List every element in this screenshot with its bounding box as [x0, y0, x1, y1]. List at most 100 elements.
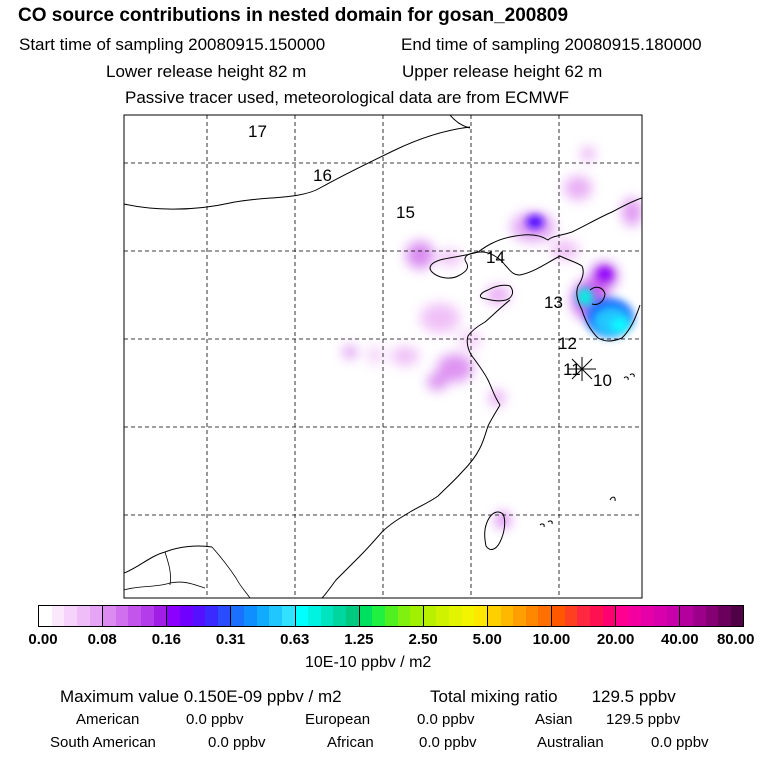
colorbar-segment	[666, 606, 680, 626]
colorbar-segment	[615, 606, 629, 626]
colorbar-segment	[217, 606, 231, 626]
colorbar-segment	[39, 606, 52, 626]
colorbar-segment	[346, 606, 359, 626]
lat-lon-grid	[124, 115, 642, 598]
lower-release-height: Lower release height 82 m	[106, 62, 307, 81]
colorbar-tick-label: 40.00	[661, 631, 699, 648]
colorbar-segment	[474, 606, 487, 626]
colorbar-segment	[577, 606, 590, 626]
map-frame	[123, 114, 643, 599]
colorbar-segment	[372, 606, 385, 626]
sampling-start-time: Start time of sampling 20080915.150000	[19, 35, 326, 54]
colorbar-segment	[294, 606, 309, 626]
colorbar-segment	[436, 606, 449, 626]
total-mixing-label: Total mixing ratio	[430, 687, 558, 706]
colorbar-segment	[718, 606, 731, 626]
sampling-end-time: End time of sampling 20080915.180000	[401, 35, 702, 54]
colorbar-units: 10E-10 ppbv / m2	[305, 654, 432, 671]
colorbar-segment	[730, 606, 744, 626]
trajectory-label: 15	[396, 203, 415, 222]
colorbar-tick-label: 5.00	[472, 631, 502, 648]
plot-title: CO source contributions in nested domain…	[18, 5, 569, 26]
colorbar-segment	[461, 606, 475, 626]
tracer-note: Passive tracer used, meteorological data…	[125, 88, 570, 107]
region-label-australian: Australian	[537, 734, 604, 751]
region-label-european: European	[305, 711, 371, 728]
colorbar-segment	[333, 606, 346, 626]
colorbar-segment	[486, 606, 501, 626]
colorbar-segment	[692, 606, 706, 626]
maximum-value: Maximum value 0.150E-09 ppbv / m2	[60, 687, 342, 706]
colorbar-segment	[89, 606, 103, 626]
colorbar-segment	[269, 606, 282, 626]
colorbar-segment	[256, 606, 270, 626]
region-value-african: 0.0 ppbv	[419, 734, 477, 751]
country-borders	[124, 546, 251, 598]
trajectory-label: 17	[248, 122, 267, 141]
region-label-american: American	[76, 711, 140, 728]
colorbar-segment	[308, 606, 321, 626]
colorbar-segment	[641, 606, 654, 626]
trajectory-label: 13	[544, 293, 563, 312]
colorbar-segment	[115, 606, 129, 626]
colorbar-tick-label: 0.16	[151, 631, 181, 648]
colorbar-segment	[500, 606, 514, 626]
region-value-european: 0.0 ppbv	[417, 711, 475, 728]
colorbar-segment	[449, 606, 462, 626]
colorbar-segment	[410, 606, 423, 626]
colorbar-segment	[628, 606, 642, 626]
trajectory-label: 12	[558, 334, 577, 353]
total-mixing-value: 129.5 ppbv	[591, 687, 676, 706]
colorbar-segment	[64, 606, 77, 626]
colorbar-tick-label: 80.00	[716, 631, 755, 648]
region-value-american: 0.0 ppbv	[186, 711, 244, 728]
colorbar-segment	[281, 606, 295, 626]
colorbar-segment	[705, 606, 719, 626]
colorbar-segment	[128, 606, 141, 626]
colorbar-tick-label: 2.50	[408, 631, 438, 648]
region-value-australian: 0.0 ppbv	[651, 734, 709, 751]
colorbar-segment	[384, 606, 398, 626]
sampling-site-marker	[568, 357, 596, 381]
colorbar-segment	[244, 606, 257, 626]
trajectory-label: 10	[593, 371, 612, 390]
colorbar-tick-label: 20.00	[596, 631, 635, 648]
region-value-asian: 129.5 ppbv	[606, 711, 681, 728]
colorbar-segment	[589, 606, 603, 626]
trajectory-labels: 17 16 15 14 13 12 11 10	[248, 122, 612, 390]
upper-release-height: Upper release height 62 m	[402, 62, 603, 81]
colorbar	[38, 605, 744, 627]
trajectory-label: 16	[313, 166, 332, 185]
colorbar-segment	[513, 606, 526, 626]
colorbar-segment	[525, 606, 539, 626]
coastlines	[124, 115, 642, 598]
trajectory-label: 14	[486, 248, 505, 267]
region-label-asian: Asian	[535, 711, 573, 728]
concentration-field	[343, 147, 642, 528]
colorbar-segment	[602, 606, 616, 626]
colorbar-tick-label: 0.31	[215, 631, 246, 648]
colorbar-tick-label: 10.00	[532, 631, 571, 648]
colorbar-tick-label: 0.08	[87, 631, 117, 648]
colorbar-segment	[654, 606, 667, 626]
colorbar-segment	[141, 606, 154, 626]
region-value-south-american: 0.0 ppbv	[208, 734, 266, 751]
region-label-south-american: South American	[50, 734, 156, 751]
colorbar-segment	[551, 606, 565, 626]
colorbar-segment	[192, 606, 206, 626]
colorbar-tick-label: 0.00	[28, 631, 58, 648]
colorbar-tick-label: 0.63	[280, 631, 310, 648]
colorbar-segment	[179, 606, 193, 626]
total-mixing-ratio: Total mixing ratio 129.5 ppbv	[430, 688, 676, 705]
colorbar-segment	[76, 606, 90, 626]
colorbar-segment	[51, 606, 65, 626]
region-label-african: African	[327, 734, 374, 751]
colorbar-segment	[358, 606, 373, 626]
colorbar-segment	[538, 606, 551, 626]
colorbar-segment	[205, 606, 218, 626]
colorbar-segment	[230, 606, 244, 626]
colorbar-segment	[153, 606, 167, 626]
colorbar-segment	[166, 606, 180, 626]
colorbar-segment	[422, 606, 437, 626]
